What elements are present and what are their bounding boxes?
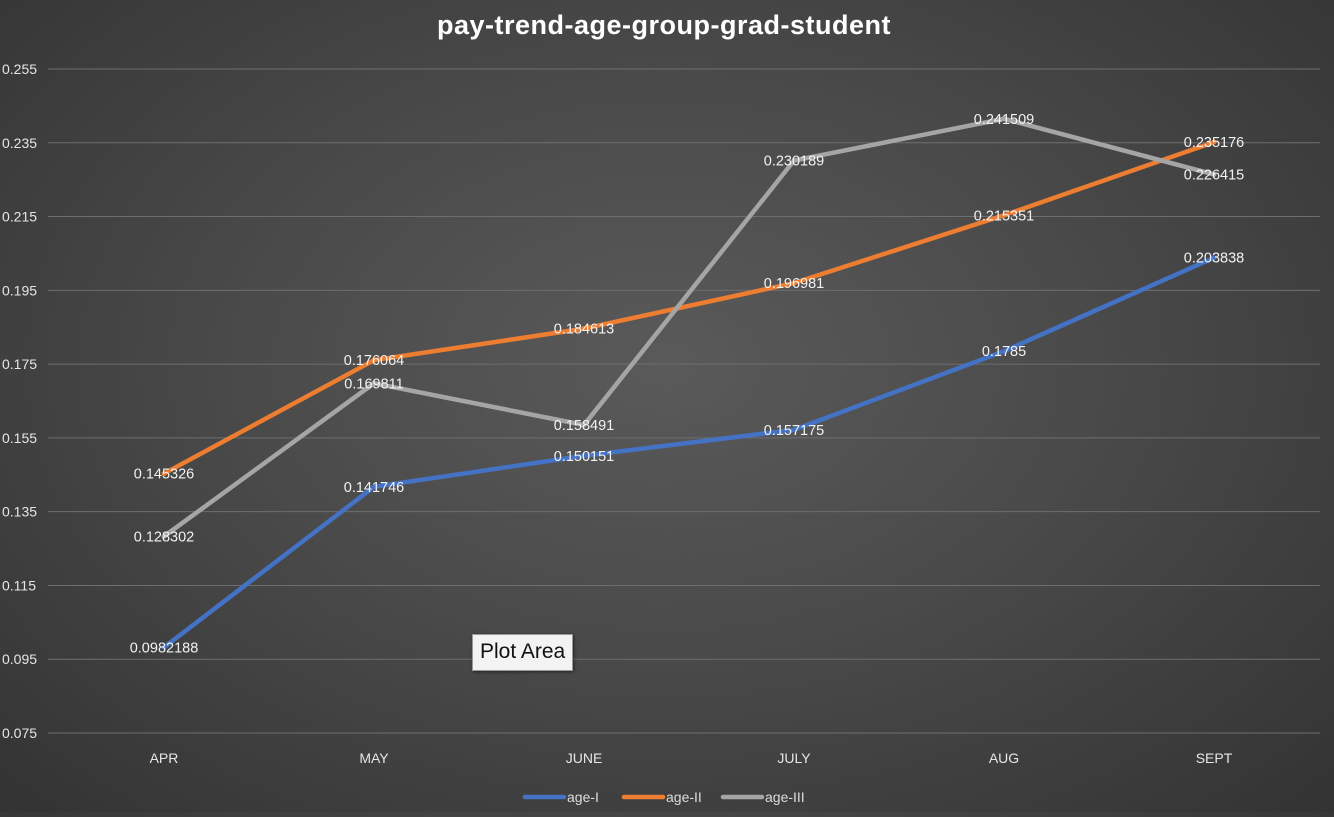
data-label: 0.1785 bbox=[982, 344, 1026, 360]
y-tick-label: 0.095 bbox=[2, 651, 37, 667]
y-tick-label: 0.235 bbox=[2, 135, 37, 151]
data-label: 0.176064 bbox=[344, 353, 404, 369]
data-label: 0.128302 bbox=[134, 529, 194, 545]
data-point[interactable] bbox=[1211, 255, 1217, 261]
data-point[interactable] bbox=[1211, 139, 1217, 145]
chart-title: pay-trend-age-group-grad-student bbox=[437, 10, 891, 40]
data-point[interactable] bbox=[161, 644, 167, 650]
data-point[interactable] bbox=[581, 326, 587, 332]
data-label: 0.226415 bbox=[1184, 167, 1244, 183]
data-label: 0.203838 bbox=[1184, 251, 1244, 267]
data-label: 0.169811 bbox=[344, 376, 403, 392]
data-point[interactable] bbox=[371, 484, 377, 490]
y-axis-ticks: 0.255 0.235 0.215 0.195 0.175 0.155 0.135 0.115… bbox=[2, 61, 37, 741]
gridlines bbox=[48, 68, 1320, 734]
plot-area[interactable] bbox=[161, 116, 1217, 650]
data-labels: 0.0982188 0.141746 0.150151 0.157175 0.1785 0… bbox=[130, 112, 1245, 657]
x-tick-label: JULY bbox=[777, 750, 811, 766]
series-line-age-III[interactable] bbox=[161, 116, 1217, 539]
series-line-age-I[interactable] bbox=[161, 255, 1217, 650]
y-tick-label: 0.195 bbox=[2, 282, 37, 298]
data-label: 0.235176 bbox=[1184, 135, 1244, 151]
data-point[interactable] bbox=[1001, 348, 1007, 354]
data-label: 0.150151 bbox=[554, 449, 614, 465]
data-point[interactable] bbox=[1211, 171, 1217, 177]
y-tick-label: 0.135 bbox=[2, 504, 37, 520]
data-point[interactable] bbox=[581, 422, 587, 428]
data-point[interactable] bbox=[1001, 116, 1007, 122]
data-point[interactable] bbox=[791, 280, 797, 286]
data-point[interactable] bbox=[1001, 212, 1007, 218]
y-tick-label: 0.175 bbox=[2, 356, 37, 372]
legend-label-age-II[interactable]: age-II bbox=[666, 789, 702, 805]
data-label: 0.0982188 bbox=[130, 640, 199, 656]
data-point[interactable] bbox=[161, 471, 167, 477]
data-label: 0.196981 bbox=[764, 276, 824, 292]
data-label: 0.157175 bbox=[764, 423, 824, 439]
plot-area-tooltip: Plot Area bbox=[472, 634, 574, 671]
data-label: 0.215351 bbox=[974, 208, 1034, 224]
data-point[interactable] bbox=[581, 453, 587, 459]
x-tick-label: SEPT bbox=[1196, 750, 1233, 766]
y-tick-label: 0.075 bbox=[2, 725, 37, 741]
data-label: 0.230189 bbox=[764, 154, 824, 170]
data-label: 0.141746 bbox=[344, 480, 404, 496]
data-point[interactable] bbox=[371, 357, 377, 363]
x-tick-label: MAY bbox=[359, 750, 389, 766]
data-point[interactable] bbox=[371, 380, 377, 386]
data-label: 0.241509 bbox=[974, 112, 1034, 128]
x-axis-ticks: APR MAY JUNE JULY AUG SEPT bbox=[150, 750, 1233, 766]
y-tick-label: 0.115 bbox=[2, 577, 36, 593]
x-tick-label: AUG bbox=[989, 750, 1019, 766]
data-label: 0.158491 bbox=[554, 418, 614, 434]
series-line-age-II[interactable] bbox=[161, 139, 1217, 476]
data-label: 0.184613 bbox=[554, 322, 614, 338]
y-tick-label: 0.255 bbox=[2, 61, 37, 77]
legend-label-age-III[interactable]: age-III bbox=[765, 789, 805, 805]
x-tick-label: APR bbox=[150, 750, 179, 766]
x-tick-label: JUNE bbox=[566, 750, 603, 766]
data-point[interactable] bbox=[791, 158, 797, 164]
y-tick-label: 0.155 bbox=[2, 430, 37, 446]
data-point[interactable] bbox=[791, 427, 797, 433]
legend[interactable]: age-I age-II age-III bbox=[522, 789, 805, 805]
legend-label-age-I[interactable]: age-I bbox=[567, 789, 599, 805]
y-tick-label: 0.215 bbox=[2, 209, 37, 225]
data-point[interactable] bbox=[161, 533, 167, 539]
data-label: 0.145326 bbox=[134, 467, 194, 483]
